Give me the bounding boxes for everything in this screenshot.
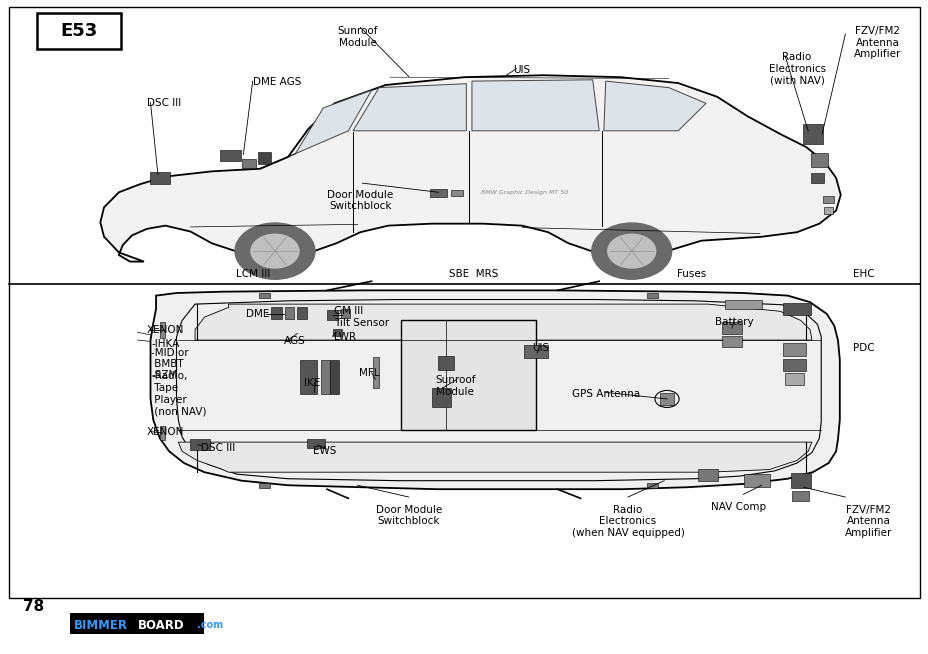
Polygon shape: [295, 90, 371, 154]
Bar: [160, 322, 165, 339]
Bar: [149, 172, 170, 184]
Bar: [320, 360, 329, 394]
Text: BMW Graphic Design MT 50: BMW Graphic Design MT 50: [481, 190, 568, 195]
Bar: [327, 310, 338, 320]
Polygon shape: [603, 81, 705, 131]
Circle shape: [235, 223, 315, 279]
Bar: [332, 329, 342, 336]
Polygon shape: [150, 290, 839, 489]
Bar: [373, 357, 379, 388]
Text: -MID or
 BMBT: -MID or BMBT: [151, 347, 189, 370]
Text: FZV/FM2
Antenna
Amplifier: FZV/FM2 Antenna Amplifier: [854, 26, 900, 60]
Text: DSC III: DSC III: [200, 443, 235, 453]
Text: GM III
Tilt Sensor: GM III Tilt Sensor: [334, 306, 389, 328]
Bar: [432, 388, 450, 407]
Bar: [810, 153, 827, 167]
Text: GPS Antenna: GPS Antenna: [571, 388, 639, 399]
Bar: [659, 393, 674, 405]
Bar: [822, 196, 833, 203]
Bar: [401, 320, 535, 430]
Text: DME AGS: DME AGS: [252, 77, 301, 87]
Text: -Radio,
 Tape
 Player
 (non NAV): -Radio, Tape Player (non NAV): [151, 371, 207, 416]
Text: E53: E53: [60, 22, 97, 40]
Bar: [306, 439, 325, 448]
Bar: [241, 159, 256, 168]
Bar: [781, 359, 806, 371]
Polygon shape: [353, 84, 466, 131]
Text: LCM III: LCM III: [236, 269, 269, 279]
Text: EHC: EHC: [852, 269, 874, 279]
Bar: [724, 300, 761, 309]
Bar: [721, 322, 741, 334]
Text: SBE  MRS: SBE MRS: [448, 269, 498, 279]
Bar: [430, 189, 446, 197]
Bar: [220, 150, 240, 161]
Text: Sunroof
Module: Sunroof Module: [337, 26, 378, 48]
Text: DME: DME: [246, 309, 269, 319]
Text: Sunroof
Module: Sunroof Module: [434, 375, 475, 397]
Bar: [523, 345, 548, 358]
Text: MFL: MFL: [359, 368, 380, 378]
Bar: [189, 439, 210, 450]
Polygon shape: [195, 304, 811, 340]
Text: PDC: PDC: [852, 343, 874, 353]
Bar: [781, 343, 806, 356]
Bar: [37, 13, 121, 49]
Bar: [341, 309, 350, 318]
Text: AGS: AGS: [284, 336, 305, 347]
Bar: [259, 483, 270, 488]
Bar: [809, 173, 824, 183]
Bar: [802, 124, 822, 144]
Bar: [697, 469, 717, 481]
Bar: [823, 207, 832, 214]
Text: EWS: EWS: [313, 446, 337, 456]
Bar: [790, 473, 810, 488]
Text: BOARD: BOARD: [137, 619, 184, 632]
Circle shape: [607, 234, 655, 268]
Text: XENON: XENON: [147, 426, 184, 437]
Bar: [259, 293, 270, 298]
Bar: [300, 360, 316, 394]
Bar: [271, 307, 282, 319]
Text: XENON: XENON: [147, 324, 184, 335]
Text: NAV Comp: NAV Comp: [710, 502, 766, 511]
Text: UIS: UIS: [513, 65, 530, 75]
Text: Battery: Battery: [714, 317, 753, 327]
Bar: [285, 307, 294, 319]
Polygon shape: [100, 75, 840, 262]
Bar: [721, 336, 741, 347]
Text: .com: .com: [197, 620, 223, 630]
Bar: [792, 490, 808, 501]
Bar: [646, 293, 657, 298]
Text: LWR: LWR: [334, 332, 356, 343]
Text: UIS: UIS: [532, 343, 548, 353]
Bar: [743, 474, 769, 487]
Text: Radio
Electronics
(when NAV equipped): Radio Electronics (when NAV equipped): [571, 505, 684, 538]
Text: -IHKA: -IHKA: [151, 339, 179, 349]
Bar: [646, 483, 657, 488]
Text: Door Module
Switchblock: Door Module Switchblock: [375, 505, 442, 526]
Bar: [70, 613, 204, 634]
Bar: [437, 356, 454, 370]
Text: FZV/FM2
Antenna
Amplifier: FZV/FM2 Antenna Amplifier: [844, 505, 891, 538]
Bar: [782, 303, 810, 315]
Bar: [258, 152, 271, 164]
Polygon shape: [178, 442, 811, 472]
Bar: [329, 360, 339, 394]
Polygon shape: [471, 80, 599, 131]
Circle shape: [591, 223, 671, 279]
Bar: [297, 307, 306, 319]
Text: BIMMER: BIMMER: [74, 619, 128, 632]
Text: IKE: IKE: [303, 377, 320, 388]
Text: -SZM: -SZM: [151, 370, 177, 380]
Bar: [160, 426, 165, 440]
Text: Radio
Electronics
(with NAV): Radio Electronics (with NAV): [767, 52, 825, 86]
Text: DSC III: DSC III: [147, 97, 181, 108]
Text: 78: 78: [23, 599, 45, 613]
Circle shape: [251, 234, 299, 268]
Text: Door Module
Switchblock: Door Module Switchblock: [327, 190, 393, 211]
Bar: [784, 373, 803, 385]
Text: Fuses: Fuses: [677, 269, 706, 279]
Bar: [451, 190, 462, 196]
